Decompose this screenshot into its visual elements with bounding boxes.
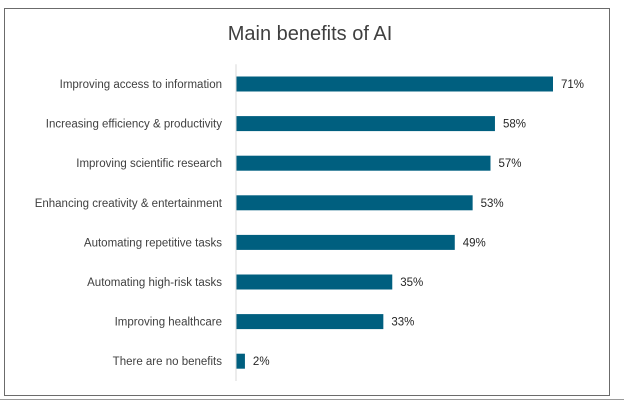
value-label: 33%	[391, 317, 414, 329]
value-label: 58%	[503, 119, 526, 131]
category-label: Improving access to information	[60, 79, 222, 91]
category-label: Automating repetitive tasks	[84, 237, 222, 249]
bar	[236, 76, 553, 92]
value-label: 2%	[253, 356, 270, 368]
value-label: 49%	[463, 237, 486, 249]
category-label: Improving scientific research	[76, 158, 222, 170]
value-label: 53%	[481, 198, 504, 210]
category-label: Enhancing creativity & entertainment	[35, 198, 223, 210]
chart-title: Main benefits of AI	[228, 23, 393, 45]
bar	[236, 274, 393, 290]
bar	[236, 353, 245, 369]
bar	[236, 116, 495, 132]
bar	[236, 314, 384, 330]
category-label: Increasing efficiency & productivity	[46, 119, 222, 131]
value-label: 35%	[400, 277, 423, 289]
bottom-divider	[0, 399, 624, 400]
category-label: Improving healthcare	[115, 317, 222, 329]
bar	[236, 234, 455, 250]
category-label: Automating high-risk tasks	[87, 277, 222, 289]
bar	[236, 195, 473, 211]
bar	[236, 155, 491, 171]
value-label: 57%	[498, 158, 521, 170]
category-label: There are no benefits	[113, 356, 223, 368]
value-label: 71%	[561, 79, 584, 91]
